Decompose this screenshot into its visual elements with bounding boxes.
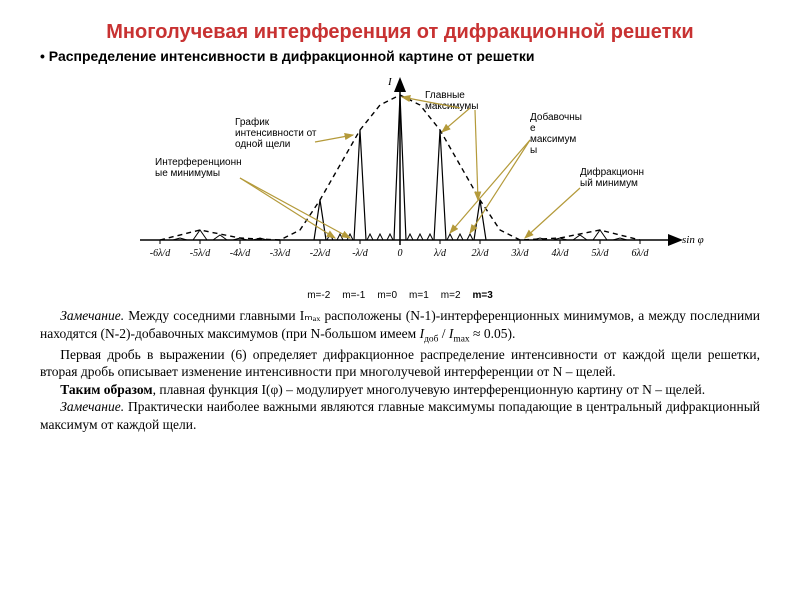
svg-text:График: График [235,116,270,128]
svg-text:интенсивности от: интенсивности от [235,128,317,139]
remark1-text: Между соседними главными Iₘₐₓ расположен… [40,308,760,341]
remark2-label: Замечание. [60,399,124,414]
svg-text:Интерференционн: Интерференционн [155,156,242,168]
remark-1: Замечание. Между соседними главными Iₘₐₓ… [40,307,760,346]
svg-text:одной щели: одной щели [235,139,290,150]
svg-text:λ/d: λ/d [433,248,447,259]
page-title: Многолучевая интерференция от дифракцион… [40,20,760,44]
svg-text:-2λ/d: -2λ/d [310,248,331,259]
p3-text: , плавная функция I(φ) – модулирует мног… [153,382,705,397]
svg-text:максимум: максимум [530,134,576,145]
svg-text:ы: ы [530,145,537,156]
svg-text:ый минимум: ый минимум [580,178,638,189]
svg-text:-6λ/d: -6λ/d [150,248,171,259]
svg-text:0: 0 [398,248,403,259]
svg-text:Дифракционн: Дифракционн [580,166,644,178]
svg-text:Добавочны: Добавочны [530,111,582,123]
chart-svg: I sin φ -6λ/d -5λ/d -4λ/d -3λ/d -2λ/d -λ/d 0 λ/… [40,70,760,300]
svg-text:-3λ/d: -3λ/d [270,248,291,259]
p3-bold: Таким образом [60,382,152,397]
svg-text:6λ/d: 6λ/d [631,248,649,259]
remark2-text: Практически наиболее важными являются гл… [40,399,760,432]
y-axis-label: I [387,76,393,88]
svg-text:4λ/d: 4λ/d [551,248,569,259]
remark1-end: ). [507,326,515,341]
svg-text:2λ/d: 2λ/d [471,248,489,259]
x-ticks: -6λ/d -5λ/d -4λ/d -3λ/d -2λ/d -λ/d 0 λ/d 2λ/d 3λ/… [150,240,650,259]
svg-text:-4λ/d: -4λ/d [230,248,251,259]
svg-text:3λ/d: 3λ/d [510,248,529,259]
svg-text:-λ/d: -λ/d [352,248,368,259]
svg-text:Главные: Главные [425,90,465,101]
paragraph-3: Таким образом, плавная функция I(φ) – мо… [40,381,760,399]
remark1-label: Замечание. [60,308,124,323]
paragraph-2: Первая дробь в выражении (6) определяет … [40,346,760,381]
remark1-formula: Iдоб / Imax ≈ 0.05 [420,326,508,341]
svg-text:ые минимумы: ые минимумы [155,168,220,179]
x-axis-label: sin φ [682,234,704,246]
intensity-chart: I sin φ -6λ/d -5λ/d -4λ/d -3λ/d -2λ/d -λ/d 0 λ/… [40,70,760,300]
subtitle: Распределение интенсивности в дифракцион… [40,48,760,64]
svg-text:5λ/d: 5λ/d [591,248,609,259]
body-text: Замечание. Между соседними главными Iₘₐₓ… [40,307,760,433]
svg-text:е: е [530,123,536,134]
svg-text:-5λ/d: -5λ/d [190,248,211,259]
remark-2: Замечание. Практически наиболее важными … [40,398,760,433]
